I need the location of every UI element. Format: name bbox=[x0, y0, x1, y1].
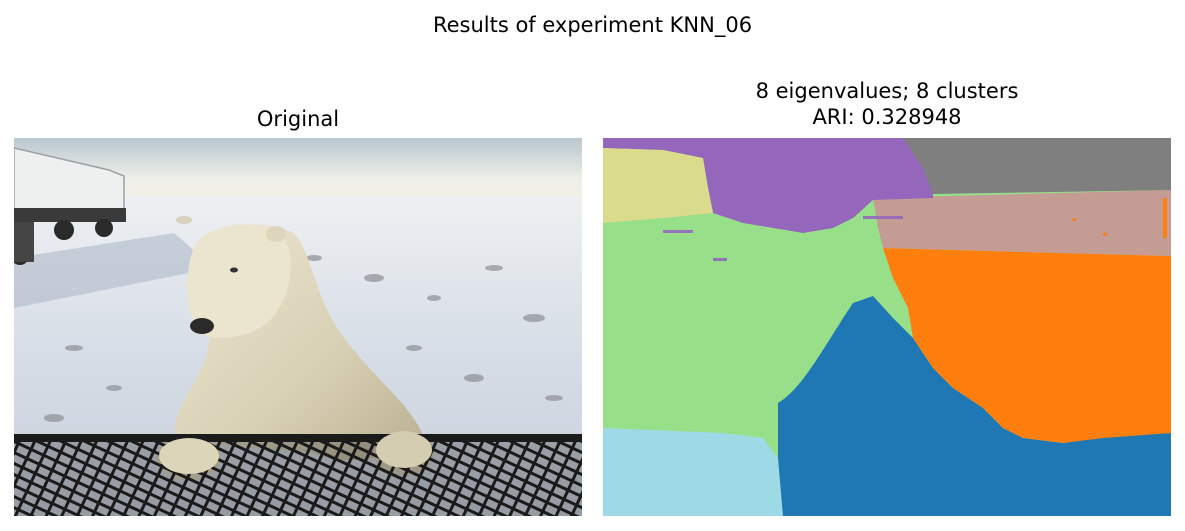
fence-rail bbox=[14, 434, 582, 442]
bear-eye bbox=[230, 267, 238, 273]
figure-suptitle: Results of experiment KNN_06 bbox=[432, 13, 753, 37]
segmentation-panel-title: 8 eigenvalues; 8 clusters ARI: 0.328948 bbox=[603, 78, 1171, 130]
cluster-brown bbox=[873, 190, 1171, 256]
cluster-purple bbox=[603, 138, 933, 233]
rocks bbox=[44, 255, 563, 422]
cluster-gray bbox=[903, 138, 1171, 194]
original-image bbox=[14, 138, 582, 516]
cluster-map bbox=[603, 138, 1171, 516]
segmentation-image bbox=[603, 138, 1171, 516]
fence-mesh bbox=[14, 438, 582, 516]
segmentation-title-line2: ARI: 0.328948 bbox=[812, 105, 962, 129]
cluster-light-blue bbox=[603, 428, 783, 516]
segmentation-title-line1: 8 eigenvalues; 8 clusters bbox=[755, 79, 1019, 103]
original-photo-illustration bbox=[14, 138, 582, 516]
cluster-orange bbox=[883, 248, 1171, 443]
trailer bbox=[14, 147, 126, 265]
cluster-olive bbox=[603, 148, 713, 223]
bear-nose bbox=[190, 318, 214, 334]
cluster-blue bbox=[778, 296, 1171, 516]
original-panel-title: Original bbox=[14, 106, 582, 132]
original-title-text: Original bbox=[256, 107, 340, 131]
